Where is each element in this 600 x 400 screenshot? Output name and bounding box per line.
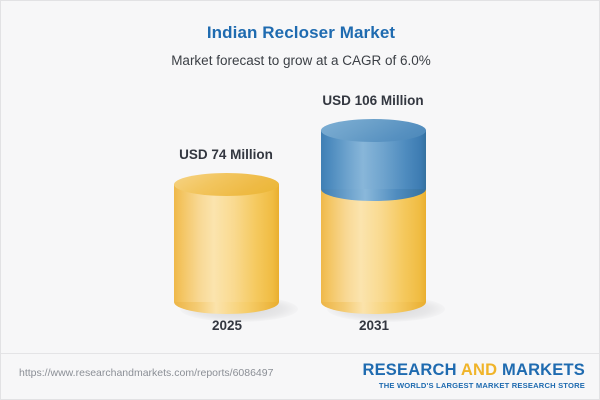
cylinder-top-cap [174, 173, 279, 196]
cylinder-segment-base [174, 173, 279, 314]
category-label-2031: 2031 [358, 318, 390, 333]
footer-divider [1, 353, 599, 354]
cylinder-segment-growth [321, 119, 426, 201]
bar-cylinder-2025[interactable] [174, 173, 298, 322]
chart-title: Indian Recloser Market [206, 23, 396, 42]
brand-word-markets: MARKETS [497, 361, 585, 379]
chart-subtitle: Market forecast to grow at a CAGR of 6.0… [171, 53, 431, 68]
source-url[interactable]: https://www.researchandmarkets.com/repor… [19, 367, 274, 379]
brand-tagline: THE WORLD'S LARGEST MARKET RESEARCH STOR… [378, 381, 585, 391]
brand-word-and: AND [460, 361, 498, 379]
value-label-2031: USD 106 Million [322, 93, 424, 108]
brand-logo[interactable]: RESEARCH AND MARKETS THE WORLD'S LARGEST… [362, 361, 585, 390]
cylinder-top-cap [321, 119, 426, 142]
value-label-2025: USD 74 Million [179, 147, 273, 162]
plot-area: USD 74 Million 2025 USD 106 Million [1, 1, 599, 353]
cylinder-body [174, 184, 279, 302]
category-label-2025: 2025 [211, 318, 243, 333]
footer: https://www.researchandmarkets.com/repor… [1, 354, 599, 399]
brand-word-research: RESEARCH [362, 361, 461, 379]
brand-wordmark: RESEARCH AND MARKETS [362, 361, 585, 379]
bar-cylinder-2031[interactable] [321, 119, 445, 322]
